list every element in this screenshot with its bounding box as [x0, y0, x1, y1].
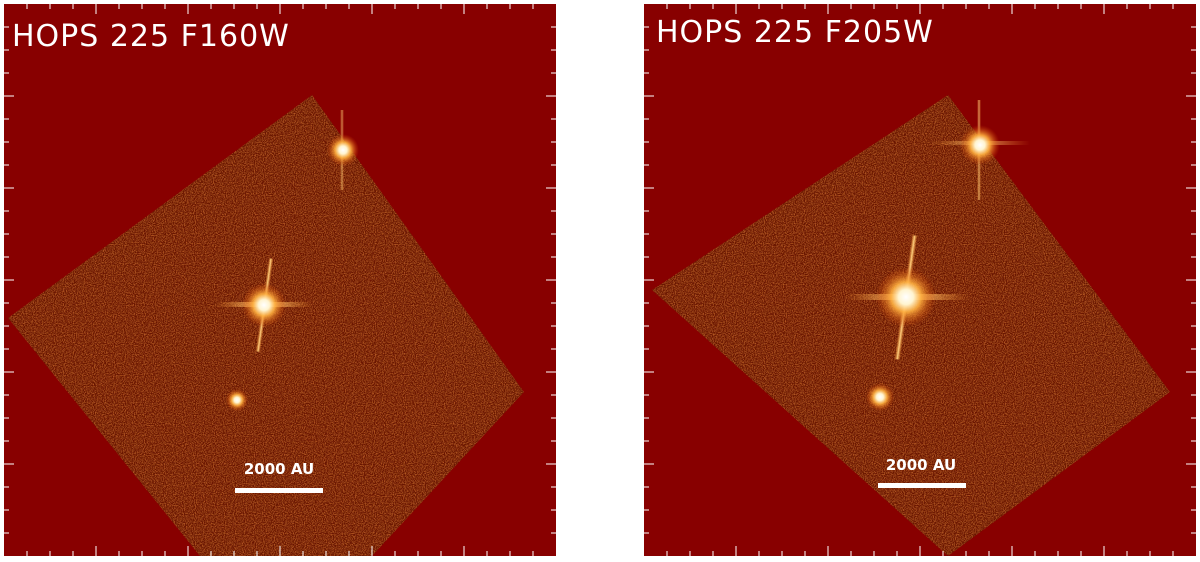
scale-label: 2000 AU [244, 460, 314, 478]
star [327, 110, 359, 190]
star [215, 258, 313, 352]
panel: HOPS 225 F205W 2000 AU [644, 4, 1196, 556]
star [226, 389, 248, 411]
scale-label: 2000 AU [886, 456, 956, 474]
panel-title: HOPS 225 F160W [12, 19, 290, 54]
field-shadow [880, 380, 1170, 556]
panel: HOPS 225 F160W 2000 AU [4, 4, 556, 556]
star [866, 383, 894, 411]
scale-bar [878, 483, 966, 488]
axis-ticks [4, 4, 556, 556]
axis-ticks [644, 4, 1196, 556]
scale-bar [235, 488, 323, 493]
panel-title: HOPS 225 F205W [656, 15, 934, 50]
star [930, 100, 1030, 200]
star [845, 235, 970, 360]
